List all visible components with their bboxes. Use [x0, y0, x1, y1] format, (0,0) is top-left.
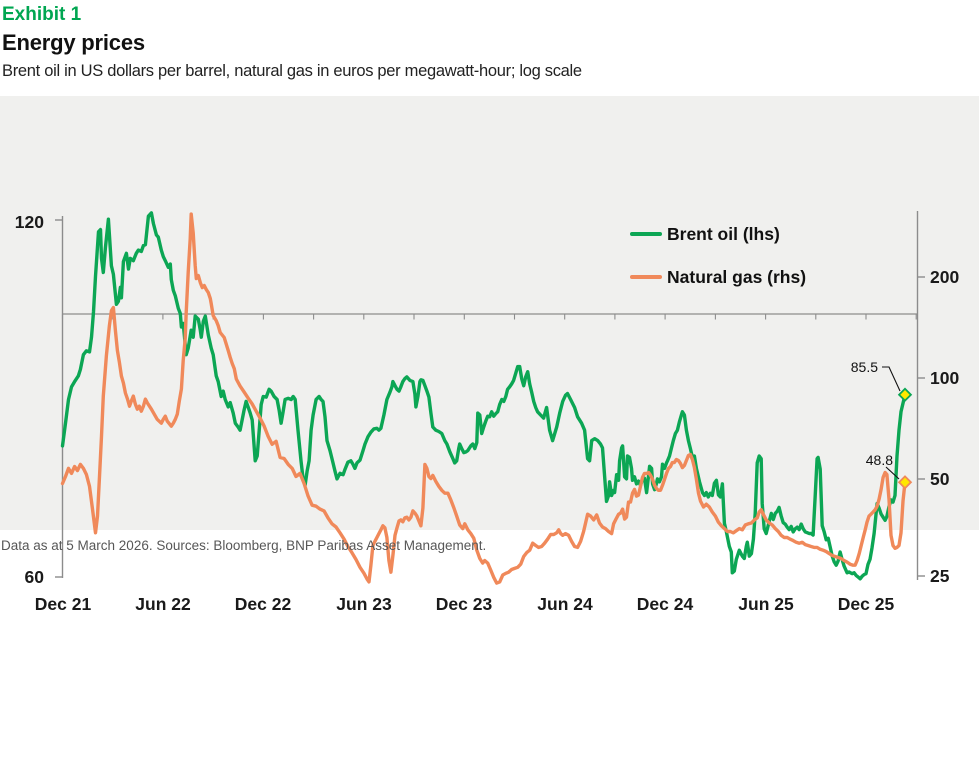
x-axis-quarter-ticks: [61, 314, 917, 320]
legend-label-brent: Brent oil (lhs): [667, 223, 780, 244]
exhibit-label: Exhibit 1: [2, 4, 82, 25]
legend-item-gas: Natural gas (rhs): [630, 267, 806, 287]
x-tick-jun24: Jun 24: [537, 594, 593, 614]
callout-line-gas: [885, 466, 900, 480]
chart-title: Energy prices: [2, 30, 145, 55]
x-tick-jun23: Jun 23: [336, 594, 392, 614]
x-tick-jun22: Jun 22: [135, 594, 191, 614]
x-tick-dec21: Dec 21: [34, 594, 92, 614]
x-tick-dec25: Dec 25: [837, 594, 895, 614]
right-axis: [916, 211, 925, 580]
legend-item-brent: Brent oil (lhs): [630, 224, 806, 244]
right-axis-tick-50: 50: [930, 469, 950, 489]
left-axis-tick-60: 60: [24, 567, 44, 587]
x-tick-jun25: Jun 25: [738, 594, 794, 614]
energy-prices-chart: 120 60 200 100 50 25 Dec 21 Jun 22 Dec 2…: [0, 96, 979, 614]
end-value-brent: 85.5: [850, 359, 878, 375]
right-axis-tick-100: 100: [930, 368, 960, 388]
legend: Brent oil (lhs) Natural gas (rhs): [630, 224, 806, 287]
end-value-gas: 48.8: [865, 452, 893, 468]
left-axis: [55, 216, 64, 578]
brent-end-marker-icon: [897, 387, 913, 402]
gas-end-marker-icon: [897, 475, 913, 490]
legend-label-gas: Natural gas (rhs): [667, 266, 807, 287]
callout-line-brent: [882, 366, 901, 392]
chart-canvas: [55, 211, 925, 585]
x-tick-dec24: Dec 24: [636, 594, 694, 614]
chart-subtitle: Brent oil in US dollars per barrel, natu…: [2, 62, 582, 80]
x-tick-dec22: Dec 22: [234, 594, 292, 614]
brent-line: [60, 211, 907, 581]
right-axis-tick-200: 200: [930, 267, 960, 287]
brent-line-swatch-icon: [630, 232, 662, 236]
left-axis-tick-120: 120: [14, 212, 44, 232]
annotation-callouts: [882, 366, 901, 480]
right-axis-tick-25: 25: [930, 566, 950, 586]
gas-line-swatch-icon: [630, 275, 662, 279]
x-tick-dec23: Dec 23: [435, 594, 493, 614]
source-note: Data as at 5 March 2026. Sources: Bloomb…: [1, 538, 487, 553]
